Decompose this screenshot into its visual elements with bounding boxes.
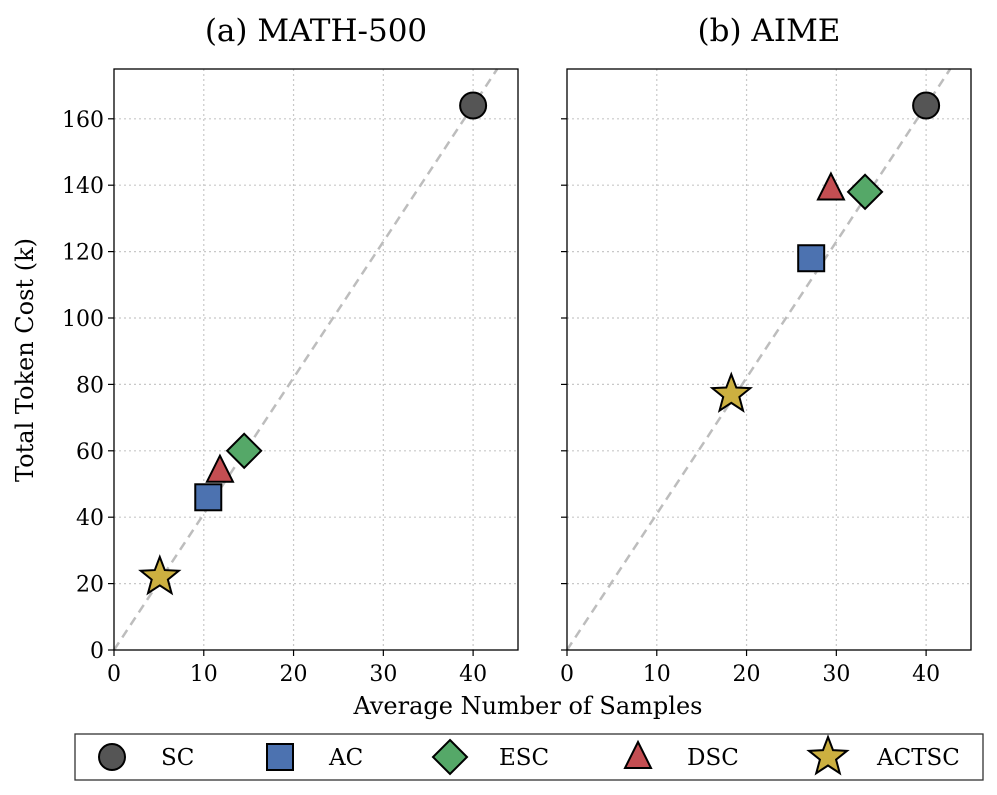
point-actsc-aime: [709, 371, 753, 413]
y-tick-label: 140: [62, 174, 104, 199]
y-axis-label: Total Token Cost (k): [11, 238, 39, 482]
panel-math500: 0 10 20 30 40 0 20 40 60 80 100 120 140 160 (a) MATH-…: [62, 13, 519, 687]
reference-line-math500: [112, 68, 499, 651]
point-sc-aime: [912, 91, 941, 120]
x-tick-label: 40: [912, 662, 940, 687]
legend-marker-ac: [266, 743, 294, 771]
legend-label-actsc: ACTSC: [876, 745, 960, 771]
panel-title-aime: (b) AIME: [698, 13, 841, 49]
legend-label-sc: SC: [161, 745, 194, 771]
y-tick-label: 160: [62, 108, 104, 133]
point-sc-math500: [459, 91, 488, 120]
reference-line-aime: [565, 68, 952, 651]
x-axis-label: Average Number of Samples: [352, 692, 702, 720]
legend-label-esc: ESC: [499, 745, 549, 771]
legend-label-ac: AC: [328, 745, 363, 771]
y-tick-label: 60: [76, 440, 104, 465]
reference-line-math500: [112, 68, 499, 651]
legend-marker-dsc: [623, 739, 653, 769]
reference-line-aime: [565, 68, 952, 651]
y-tick-label: 80: [76, 373, 104, 398]
points-math500: [138, 91, 488, 596]
x-tick-label: 0: [560, 662, 574, 687]
panel-title-math500: (a) MATH-500: [205, 13, 427, 49]
x-tick-label: 10: [190, 662, 218, 687]
point-dsc-math500: [205, 453, 235, 483]
legend-marker-actsc: [806, 734, 850, 776]
grid-math500: [114, 69, 518, 650]
point-ac-math500: [194, 483, 223, 512]
point-esc-aime: [846, 173, 884, 211]
ticks-math500: 0 10 20 30 40 0 20 40 60 80 100 120 140 160: [62, 108, 487, 687]
y-tick-label: 0: [90, 639, 104, 664]
legend-marker-esc: [431, 738, 469, 776]
grid-aime: [567, 69, 971, 650]
legend-label-dsc: DSC: [687, 745, 739, 771]
legend: SC AC ESC DSC ACTSC: [74, 733, 984, 781]
point-ac-aime: [797, 244, 826, 273]
y-tick-label: 120: [62, 241, 104, 266]
ticks-aime: 0 10 20 30 40: [560, 118, 940, 687]
plot-frame-math500: [113, 68, 519, 651]
points-aime: [709, 91, 941, 413]
x-tick-label: 20: [733, 662, 761, 687]
plot-frame-aime: [566, 68, 972, 651]
point-dsc-aime: [816, 171, 846, 201]
legend-marker-sc: [98, 743, 126, 771]
panel-aime: 0 10 20 30 40 (b) AIME: [560, 13, 972, 687]
y-tick-label: 40: [76, 506, 104, 531]
point-actsc-math500: [138, 554, 182, 596]
x-tick-label: 40: [459, 662, 487, 687]
point-esc-math500: [225, 432, 263, 470]
x-tick-label: 0: [107, 662, 121, 687]
y-tick-label: 100: [62, 307, 104, 332]
x-tick-label: 30: [369, 662, 397, 687]
x-tick-label: 10: [643, 662, 671, 687]
x-tick-label: 30: [822, 662, 850, 687]
y-tick-label: 20: [76, 573, 104, 598]
x-tick-label: 20: [280, 662, 308, 687]
